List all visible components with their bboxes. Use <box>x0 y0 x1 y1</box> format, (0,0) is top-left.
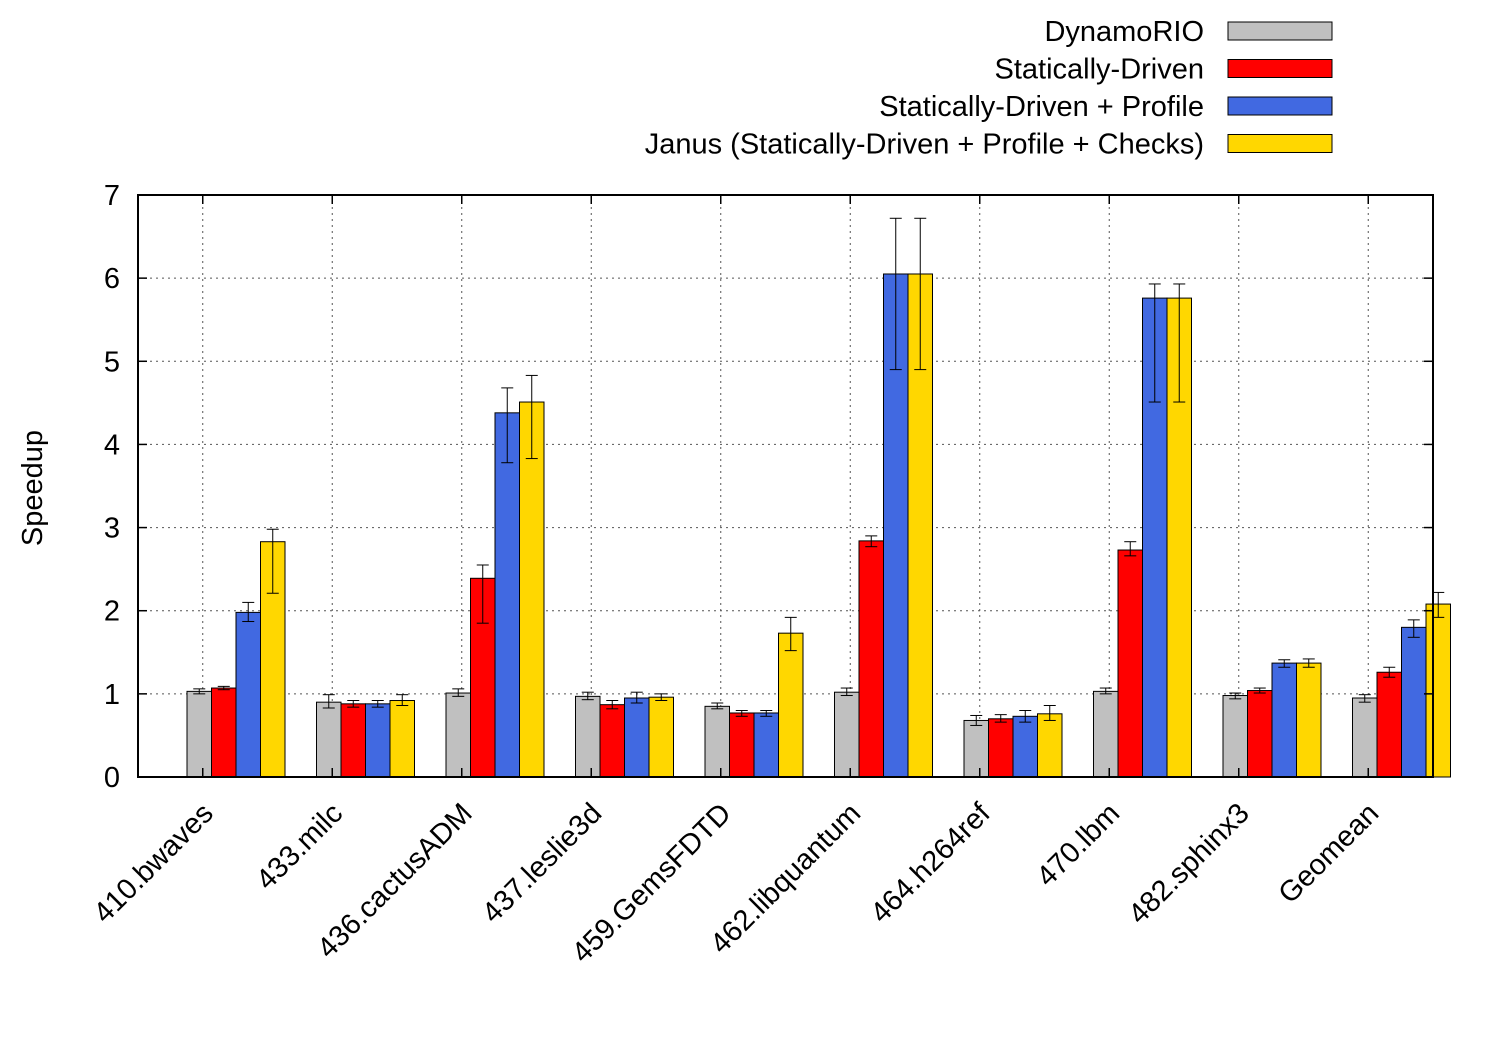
y-tick-labels: 0 1 2 3 4 5 6 7 <box>104 180 120 794</box>
y-tick-label: 4 <box>104 429 120 461</box>
bar <box>1376 671 1402 778</box>
y-tick-label: 0 <box>104 762 120 794</box>
bar <box>624 697 650 778</box>
bar <box>1037 713 1063 778</box>
bar <box>1425 603 1451 778</box>
bar <box>858 540 884 778</box>
grid-lines <box>138 195 1433 777</box>
legend-swatch <box>1227 96 1333 116</box>
legend-swatch <box>1227 21 1333 41</box>
bar <box>648 696 674 778</box>
bar <box>599 704 625 778</box>
legend-label: Janus (Statically-Driven + Profile + Che… <box>645 129 1204 161</box>
x-tick-label: 470.lbm <box>1031 797 1127 893</box>
bar <box>316 701 342 778</box>
bar <box>1271 662 1297 778</box>
bar <box>575 695 601 778</box>
y-axis-title: Speedup <box>17 430 49 546</box>
bar <box>1401 626 1427 778</box>
bar <box>1117 549 1143 778</box>
x-tick-labels: 410.bwaves 433.milc436.cactusADM437.lesli… <box>88 797 1386 970</box>
bar <box>753 712 779 778</box>
legend-label: Statically-Driven + Profile <box>879 91 1204 123</box>
legend: DynamoRIO Statically-Driven Statically-Dri… <box>645 16 1333 161</box>
legend-label: DynamoRIO <box>1044 16 1204 48</box>
legend-swatch <box>1227 59 1333 78</box>
bar <box>729 712 755 778</box>
bar <box>1296 662 1322 778</box>
x-tick-label: 410.bwaves <box>88 797 220 929</box>
axis-ticks <box>138 194 1433 778</box>
bar <box>1222 695 1248 778</box>
bars <box>186 273 1451 778</box>
y-tick-label: 2 <box>104 596 120 628</box>
bar <box>186 690 212 778</box>
bar <box>365 703 391 778</box>
bar <box>235 611 261 778</box>
bar <box>963 719 989 778</box>
bar <box>834 691 860 778</box>
bar <box>1352 697 1378 778</box>
bar <box>211 687 237 778</box>
bar <box>778 632 804 778</box>
y-tick-label: 1 <box>104 679 120 711</box>
x-tick-label: Geomean <box>1273 797 1386 910</box>
bar <box>445 692 471 778</box>
legend-label: Statically-Driven <box>995 54 1205 86</box>
error-bars <box>193 217 1445 726</box>
y-tick-label: 7 <box>104 180 120 212</box>
bar <box>704 705 730 778</box>
x-tick-label: 437.leslie3d <box>476 797 608 929</box>
bar <box>1012 715 1038 778</box>
y-tick-label: 6 <box>104 263 120 295</box>
bar <box>988 718 1014 778</box>
x-tick-label: 482.sphinx3 <box>1122 797 1255 930</box>
x-tick-label: 433.milc <box>250 797 349 896</box>
bar <box>389 700 415 778</box>
bar <box>1247 690 1273 778</box>
y-tick-label: 5 <box>104 346 120 378</box>
bar <box>1093 690 1119 778</box>
x-tick-label: 464.h264ref <box>865 797 998 930</box>
bar <box>340 703 366 778</box>
y-tick-label: 3 <box>104 513 120 545</box>
legend-swatch <box>1227 134 1333 153</box>
bar <box>494 412 520 778</box>
plot-area-frame <box>137 194 1434 778</box>
